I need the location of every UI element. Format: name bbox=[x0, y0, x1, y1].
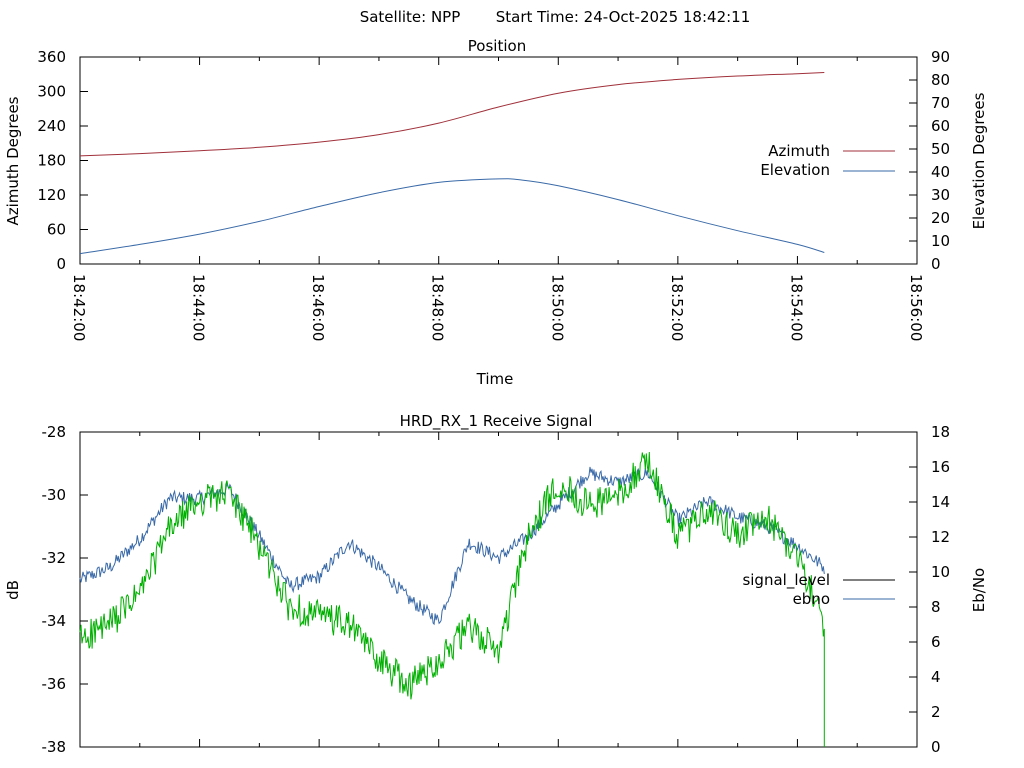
y2-tick-label: 20 bbox=[931, 209, 950, 227]
legend-label-azimuth: Azimuth bbox=[768, 142, 830, 160]
y-tick-label: 120 bbox=[37, 186, 66, 204]
y2-tick-label: 12 bbox=[931, 528, 950, 546]
x-tick-label: 18:54:00 bbox=[787, 274, 805, 341]
legend-label-signal-level: signal_level bbox=[742, 571, 830, 590]
y2-tick-label: 70 bbox=[931, 94, 950, 112]
y-tick-label: -38 bbox=[42, 738, 67, 756]
y2-tick-label: 0 bbox=[931, 738, 941, 756]
y-tick-label: -32 bbox=[42, 549, 67, 567]
y2-tick-label: 60 bbox=[931, 117, 950, 135]
position-chart-title: Position bbox=[468, 37, 526, 55]
series-line-ebno bbox=[79, 451, 825, 747]
y2-tick-label: 16 bbox=[931, 458, 950, 476]
y2-tick-label: 80 bbox=[931, 71, 950, 89]
y-tick-label: 300 bbox=[37, 83, 66, 101]
y-tick-label: 60 bbox=[47, 221, 66, 239]
y2-tick-label: 18 bbox=[931, 423, 950, 441]
y-tick-label: 180 bbox=[37, 152, 66, 170]
position-x-axis-label: Time bbox=[476, 370, 514, 388]
y2-tick-label: 30 bbox=[931, 186, 950, 204]
y2-tick-label: 50 bbox=[931, 140, 950, 158]
position-chart: Position Time Azimuth Degrees Elevation … bbox=[4, 37, 988, 388]
x-tick-label: 18:52:00 bbox=[668, 274, 686, 341]
y2-tick-label: 8 bbox=[931, 598, 941, 616]
series-line-signal_level bbox=[79, 466, 825, 626]
y2-tick-label: 6 bbox=[931, 633, 941, 651]
y-tick-label: 360 bbox=[37, 48, 66, 66]
position-y-axis-label: Azimuth Degrees bbox=[4, 96, 22, 225]
x-tick-label: 18:44:00 bbox=[190, 274, 208, 341]
receive-signal-chart: HRD_RX_1 Receive Signal dB Eb/No -28 -30 -… bbox=[4, 412, 988, 756]
legend-label-elevation: Elevation bbox=[760, 161, 830, 179]
x-tick-label: 18:50:00 bbox=[548, 274, 566, 341]
y2-tick-label: 4 bbox=[931, 668, 941, 686]
legend-label-ebno: ebno bbox=[793, 590, 830, 608]
y2-tick-label: 2 bbox=[931, 703, 941, 721]
receive-signal-chart-title: HRD_RX_1 Receive Signal bbox=[400, 412, 593, 431]
series-line-azimuth bbox=[79, 72, 825, 157]
y-tick-label: -36 bbox=[42, 675, 67, 693]
y2-tick-label: 10 bbox=[931, 232, 950, 250]
x-tick-label: 18:56:00 bbox=[907, 274, 925, 341]
satellite-label: Satellite: NPP bbox=[360, 8, 461, 26]
start-time-label: Start Time: 24-Oct-2025 18:42:11 bbox=[496, 8, 751, 26]
y-tick-label: -30 bbox=[42, 486, 67, 504]
y2-tick-label: 0 bbox=[931, 255, 941, 273]
signal-y2-axis-label: Eb/No bbox=[970, 568, 988, 612]
y-tick-label: -34 bbox=[42, 612, 67, 630]
signal-plot-frame bbox=[79, 431, 918, 748]
x-tick-label: 18:46:00 bbox=[309, 274, 327, 341]
y2-tick-label: 40 bbox=[931, 163, 950, 181]
y2-tick-label: 14 bbox=[931, 493, 950, 511]
signal-y-axis-label: dB bbox=[4, 580, 22, 600]
y-tick-label: 240 bbox=[37, 117, 66, 135]
x-tick-label: 18:42:00 bbox=[70, 274, 88, 341]
y2-tick-label: 10 bbox=[931, 563, 950, 581]
y-tick-label: -28 bbox=[42, 423, 67, 441]
series-line-elevation bbox=[79, 178, 825, 255]
y2-tick-label: 90 bbox=[931, 48, 950, 66]
y-tick-label: 0 bbox=[56, 255, 66, 273]
x-tick-label: 18:48:00 bbox=[429, 274, 447, 341]
position-y2-axis-label: Elevation Degrees bbox=[970, 92, 988, 229]
